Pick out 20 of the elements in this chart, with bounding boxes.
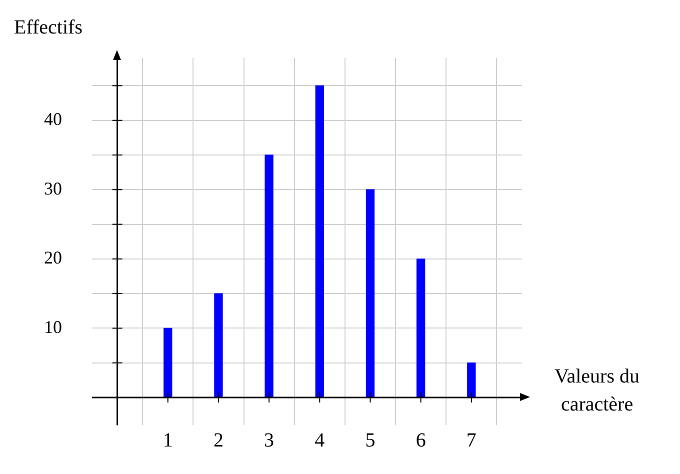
y-tick-label: 30 <box>44 178 62 198</box>
bar <box>264 154 274 398</box>
x-tick-label: 6 <box>416 429 426 452</box>
x-tick-label: 2 <box>213 429 224 452</box>
x-tick-label: 7 <box>466 429 476 452</box>
x-tick-label: 5 <box>365 429 376 452</box>
x-axis-title: Valeurs du caractère <box>554 366 640 416</box>
bar <box>214 293 223 398</box>
x-tick-label: 3 <box>264 429 274 452</box>
bar <box>467 362 476 398</box>
x-tick-label: 1 <box>162 429 173 452</box>
x-tick-label: 4 <box>314 429 325 452</box>
y-tick-label: 40 <box>44 109 62 130</box>
bar <box>315 85 324 398</box>
bar <box>366 189 375 398</box>
y-tick-label: 20 <box>44 248 62 268</box>
y-tick-label: 10 <box>44 316 62 337</box>
bar <box>416 258 426 398</box>
y-axis-title: Effectifs <box>14 16 83 38</box>
bar <box>164 328 172 398</box>
